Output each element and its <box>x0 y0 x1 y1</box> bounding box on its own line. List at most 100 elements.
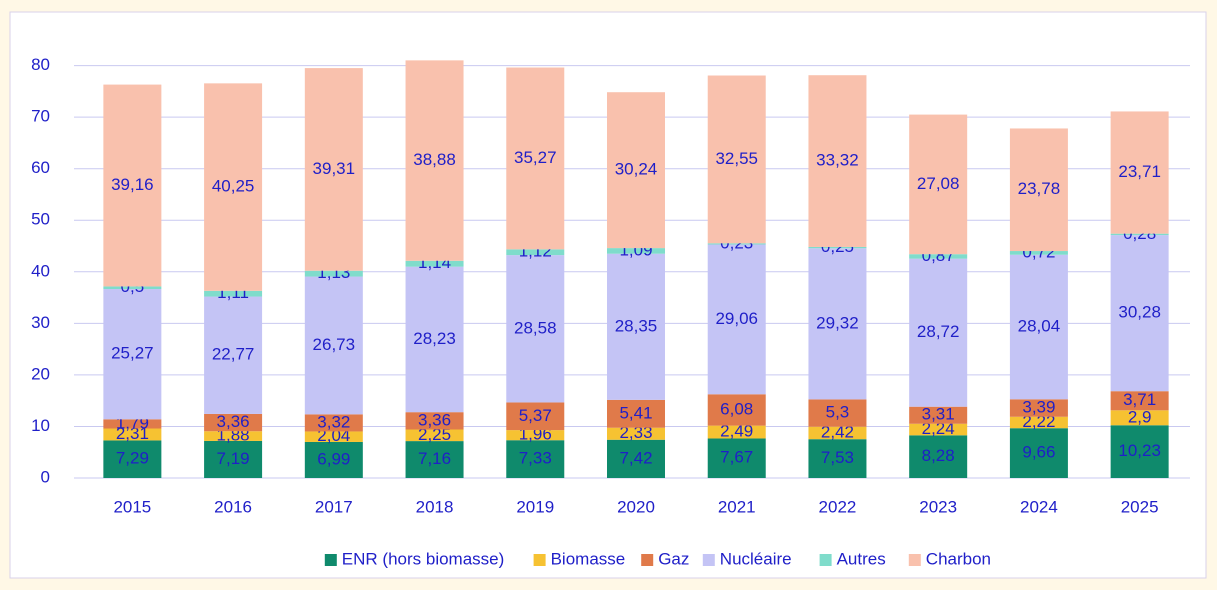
bar-segment <box>607 399 665 428</box>
bar-segment <box>506 249 565 256</box>
bar-segment <box>405 266 464 413</box>
data-label: 25,27 <box>111 344 154 363</box>
data-label: 33,32 <box>816 151 859 170</box>
bar-segment <box>1110 425 1169 478</box>
bar-segment <box>808 246 867 249</box>
bar-segment <box>909 406 968 424</box>
data-label: 3,36 <box>418 410 451 429</box>
data-label: 2,31 <box>116 424 149 443</box>
bar-segment <box>204 440 263 478</box>
bar-segment <box>204 413 263 432</box>
data-label: 7,19 <box>217 449 250 468</box>
data-label: 28,23 <box>413 329 456 348</box>
bar-segment <box>204 83 263 291</box>
bar-segment <box>607 92 665 249</box>
bar-segment <box>707 394 766 426</box>
data-label: 40,25 <box>212 177 255 196</box>
bar-segment <box>1110 410 1169 426</box>
bar-segment <box>607 248 665 254</box>
data-label: 35,27 <box>514 148 557 167</box>
data-label: 3,71 <box>1123 390 1156 409</box>
bar-segment <box>204 296 263 414</box>
data-label: 28,58 <box>514 318 557 337</box>
bar-segment <box>506 430 565 441</box>
data-label: 6,08 <box>720 399 753 418</box>
bar-segment <box>304 276 363 415</box>
bar-segment <box>506 440 565 478</box>
bar-segment <box>103 419 162 429</box>
bar-segment <box>405 429 464 442</box>
bar-segment <box>808 426 867 440</box>
bar-segment <box>909 423 968 436</box>
bar-segment <box>707 243 766 245</box>
data-label: 29,06 <box>715 309 758 328</box>
x-tick-label: 2017 <box>315 497 353 516</box>
bar-segment <box>909 114 968 255</box>
x-tick-label: 2024 <box>1020 497 1058 516</box>
y-tick-label: 40 <box>31 261 50 280</box>
data-label: 32,55 <box>715 149 758 168</box>
bar-segment <box>707 244 766 395</box>
data-label: 3,32 <box>317 412 350 431</box>
bar-segment <box>506 67 565 250</box>
y-tick-label: 30 <box>31 313 50 332</box>
bar-segment <box>1009 254 1068 400</box>
bar-segment <box>103 286 162 290</box>
bar-segment <box>103 428 162 441</box>
data-label: 28,04 <box>1018 317 1061 336</box>
bar-segment <box>204 290 263 297</box>
bar-segment <box>304 431 363 442</box>
data-label: 7,16 <box>418 449 451 468</box>
data-label: 7,29 <box>116 449 149 468</box>
x-tick-label: 2019 <box>516 497 554 516</box>
legend-label: Charbon <box>926 549 991 568</box>
bar-segment <box>909 258 968 407</box>
bar-segment <box>1009 428 1068 478</box>
data-label: 10,23 <box>1118 441 1161 460</box>
data-label: 3,36 <box>217 412 250 431</box>
data-label: 30,28 <box>1118 303 1161 322</box>
bar-segment <box>506 402 565 431</box>
legend-swatch <box>908 554 921 566</box>
data-label: 6,99 <box>317 449 350 468</box>
x-tick-label: 2018 <box>416 497 454 516</box>
bar-segment <box>808 248 867 400</box>
data-label: 7,53 <box>821 448 854 467</box>
bar-segment <box>909 254 968 259</box>
data-label: 7,67 <box>720 448 753 467</box>
y-tick-label: 80 <box>31 55 50 74</box>
bar-segment <box>808 439 867 478</box>
data-label: 9,66 <box>1022 443 1055 462</box>
data-label: 22,77 <box>212 345 255 364</box>
y-tick-label: 60 <box>31 158 50 177</box>
bar-segment <box>1009 128 1068 252</box>
x-tick-label: 2023 <box>919 497 957 516</box>
bar-segment <box>808 399 867 427</box>
data-label: 29,32 <box>816 313 859 332</box>
data-label: 5,37 <box>519 406 552 425</box>
bar-segment <box>607 427 665 440</box>
bar-segment <box>607 439 665 478</box>
y-tick-label: 0 <box>41 467 50 486</box>
bar-segment <box>304 68 363 271</box>
data-label: 5,3 <box>826 403 850 422</box>
x-tick-label: 2016 <box>214 497 252 516</box>
x-tick-label: 2025 <box>1121 497 1159 516</box>
bar-segment <box>405 441 464 478</box>
bar-segment <box>1110 233 1169 236</box>
bar-segment <box>405 260 464 267</box>
legend-swatch <box>819 554 832 566</box>
data-label: 28,35 <box>615 316 658 335</box>
data-label: 23,71 <box>1118 162 1161 181</box>
bar-segment <box>1009 399 1068 417</box>
data-label: 26,73 <box>313 335 356 354</box>
bar-segment <box>103 289 162 420</box>
data-label: 8,28 <box>922 446 955 465</box>
bar-segment <box>607 253 665 400</box>
data-label: 27,08 <box>917 174 960 193</box>
bar-segment <box>1110 111 1169 234</box>
x-tick-label: 2022 <box>819 497 857 516</box>
y-tick-label: 10 <box>31 416 50 435</box>
bar-segment <box>808 75 867 247</box>
